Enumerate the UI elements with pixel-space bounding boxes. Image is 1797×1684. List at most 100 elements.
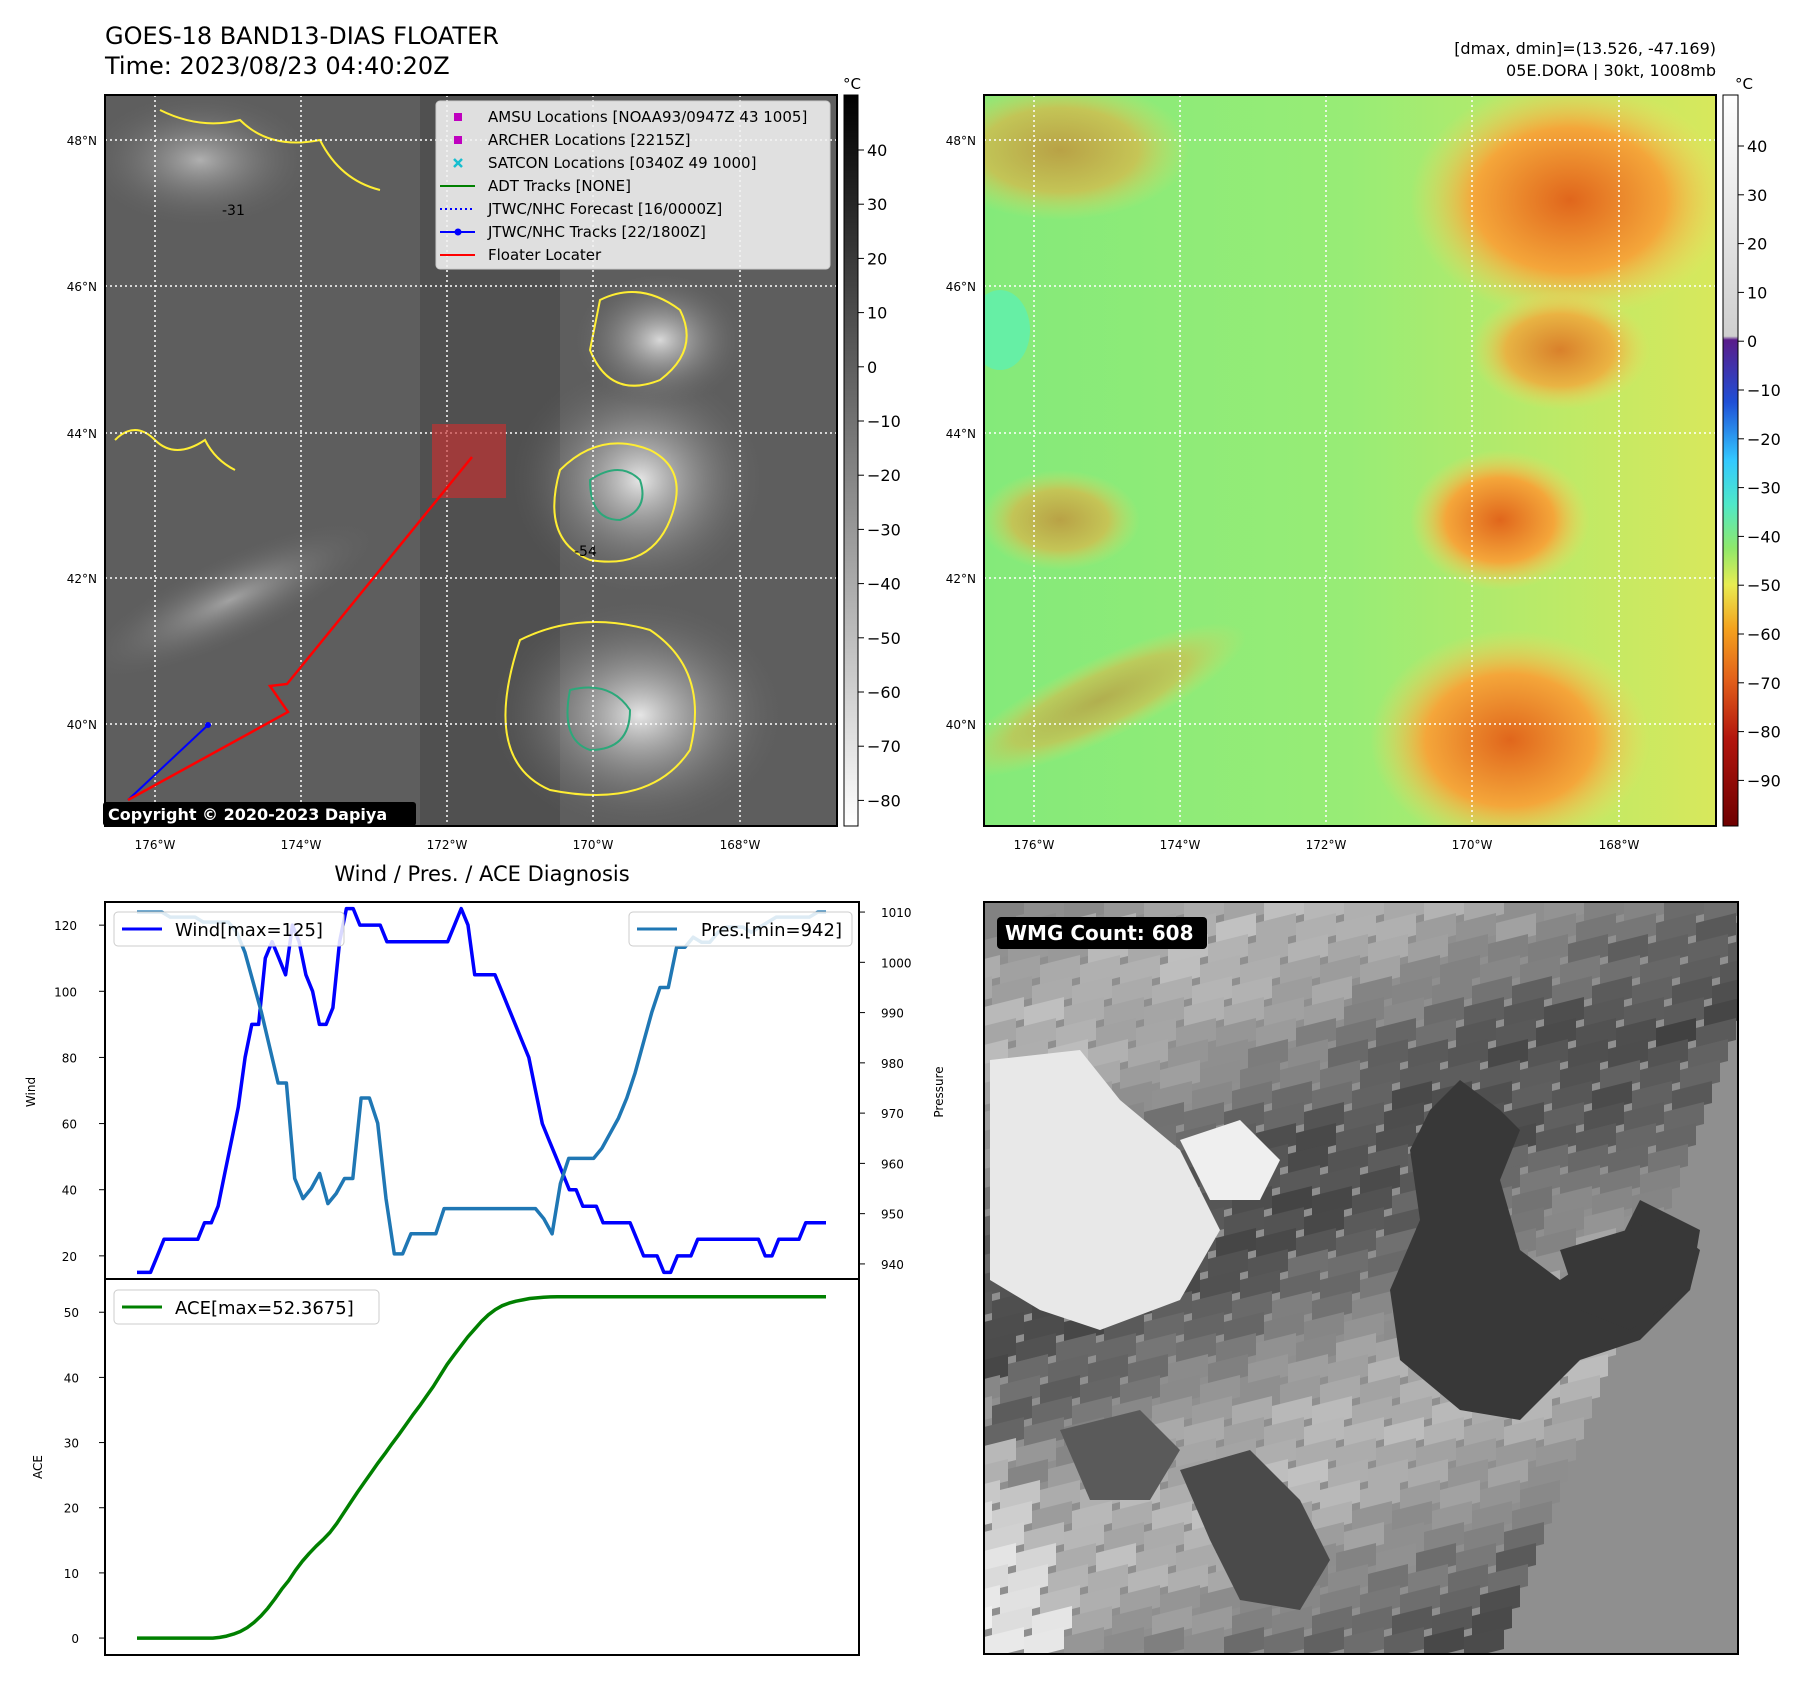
gray-colorbar-tick-label: −20 — [867, 466, 901, 485]
wmg-cell — [864, 1627, 904, 1659]
wmg-cell — [872, 1501, 912, 1533]
ace-chart: 0 10 20 30 40 50 ACE ACE[max=52.3675] — [31, 1278, 860, 1656]
color-colorbar-tick-label: 40 — [1747, 137, 1767, 156]
lon-label: 172°W — [1306, 838, 1347, 852]
wmg-cell — [1344, 1627, 1384, 1654]
color-colorbar: °C 40 30 20 10 0 −10 −20 −30 −40 −50 −60 −70 −80 −90 — [1722, 75, 1781, 827]
wind-tick-label: 40 — [62, 1184, 77, 1198]
wmg-cold-region-center — [1390, 1080, 1700, 1420]
wmg-cell — [944, 1102, 984, 1134]
pressure-legend-box — [628, 911, 853, 947]
wmg-cold-region-south — [1180, 1450, 1330, 1610]
wmg-cell — [912, 1606, 952, 1638]
figure-title: GOES-18 BAND13-DIAS FLOATER — [105, 22, 499, 50]
wmg-cold-region-east — [1560, 1220, 1700, 1330]
legend-label: JTWC/NHC Forecast [16/0000Z] — [487, 200, 722, 218]
wmg-cell — [944, 1417, 984, 1449]
color-map-warm-west — [984, 470, 1140, 570]
copyright-box — [103, 802, 416, 826]
lon-label: 170°W — [1452, 838, 1493, 852]
wmg-cell — [904, 1312, 944, 1344]
ace-tick-label: 40 — [64, 1371, 79, 1385]
wind-legend-box — [113, 911, 345, 947]
ace-legend: ACE[max=52.3675] — [113, 1289, 380, 1325]
color-map-frame — [983, 94, 1717, 827]
gray-colorbar-tick-label: 20 — [867, 249, 887, 268]
wmg-cell — [984, 1291, 992, 1315]
ace-legend-box — [113, 1289, 380, 1325]
legend-marker-dot — [454, 228, 462, 236]
ir-map-frame — [104, 94, 838, 827]
wmg-cell — [936, 1123, 976, 1155]
wmg-cell — [912, 1396, 952, 1428]
wmg-panel: WMG Count: 608 — [864, 901, 1739, 1659]
wmg-cell — [1304, 1627, 1344, 1654]
gray-colorbar-ramp — [843, 94, 859, 827]
wmg-cell — [888, 1459, 928, 1491]
color-map-lat-labels: 48°N 46°N 44°N 42°N 40°N — [946, 134, 976, 732]
contour-31-central — [553, 442, 678, 563]
contour-54-central — [588, 469, 644, 522]
contour-31-north — [588, 291, 688, 387]
wmg-warm-region-west — [990, 1050, 1220, 1330]
color-colorbar-ramp — [1722, 94, 1739, 827]
legend-label: ARCHER Locations [2215Z] — [488, 131, 691, 149]
wmg-cell — [896, 1333, 936, 1365]
wind-legend: Wind[max=125] — [113, 911, 345, 947]
ace-plot-area — [105, 1279, 859, 1655]
wmg-cell — [904, 1417, 944, 1449]
color-map-warm-north — [1410, 95, 1716, 320]
ace-axis-label: ACE — [31, 1455, 45, 1479]
wmg-cell — [864, 1522, 904, 1554]
wmg-cell — [936, 1543, 976, 1575]
wmg-cell — [984, 1375, 1000, 1401]
wmg-cell — [984, 1501, 992, 1525]
wmg-cell — [1264, 1627, 1304, 1654]
pressure-tick-label: 970 — [881, 1107, 904, 1121]
ace-series-line — [137, 1295, 826, 1640]
lat-label: 42°N — [946, 572, 976, 586]
wmg-cell — [944, 1627, 984, 1659]
wmg-cell — [896, 1228, 936, 1260]
wmg-cell — [928, 1249, 968, 1281]
color-colorbar-tick-label: −50 — [1747, 576, 1781, 595]
legend-marker-x — [453, 158, 463, 168]
wind-pressure-plot-area — [105, 902, 859, 1279]
gray-colorbar-tick-label: −50 — [867, 629, 901, 648]
wmg-cell — [1736, 922, 1738, 945]
ace-tick-label: 10 — [64, 1567, 79, 1581]
wmg-cell — [864, 1417, 904, 1449]
wmg-count-label: WMG Count: 608 — [1005, 921, 1194, 945]
wmg-cell — [912, 1501, 952, 1533]
color-colorbar-tick-label: −30 — [1747, 479, 1781, 498]
pressure-tick-label: 950 — [881, 1208, 904, 1222]
wmg-cell — [1024, 1627, 1064, 1654]
wmg-cell — [1224, 1627, 1264, 1654]
wmg-frame — [983, 901, 1739, 1655]
legend-label: SATCON Locations [0340Z 49 1000] — [488, 154, 756, 172]
gray-colorbar-tick-label: 40 — [867, 141, 887, 160]
contour-label-54: -54 — [574, 544, 597, 560]
floater-locater-track — [127, 456, 473, 802]
wind-pressure-chart: 20 40 60 80 100 120 940 950 960 970 980 990 1000 101… — [24, 901, 946, 1280]
pressure-tick-label: 990 — [881, 1007, 904, 1021]
color-colorbar-tick-label: 20 — [1747, 235, 1767, 254]
wmg-cell — [1184, 1627, 1224, 1654]
color-colorbar-tick-label: −60 — [1747, 625, 1781, 644]
pressure-tick-label: 980 — [881, 1057, 904, 1071]
wmg-cell — [880, 1585, 920, 1617]
lon-label: 174°W — [281, 838, 322, 852]
gray-colorbar-tick-label: −10 — [867, 412, 901, 431]
lat-label: 48°N — [67, 134, 97, 148]
color-map-lon-labels: 176°W 174°W 172°W 170°W 168°W — [1014, 838, 1640, 852]
wmg-cell — [904, 1627, 944, 1659]
ace-tick-label: 30 — [64, 1437, 79, 1451]
color-map-warm-south — [1370, 630, 1650, 826]
legend-box — [435, 100, 831, 270]
wmg-cell — [984, 1459, 1008, 1487]
ir-cloud-band-nw — [105, 95, 320, 230]
wmg-cell — [936, 1333, 976, 1365]
color-colorbar-tick-label: −20 — [1747, 430, 1781, 449]
lat-label: 40°N — [946, 718, 976, 732]
wmg-cell — [1728, 941, 1738, 966]
